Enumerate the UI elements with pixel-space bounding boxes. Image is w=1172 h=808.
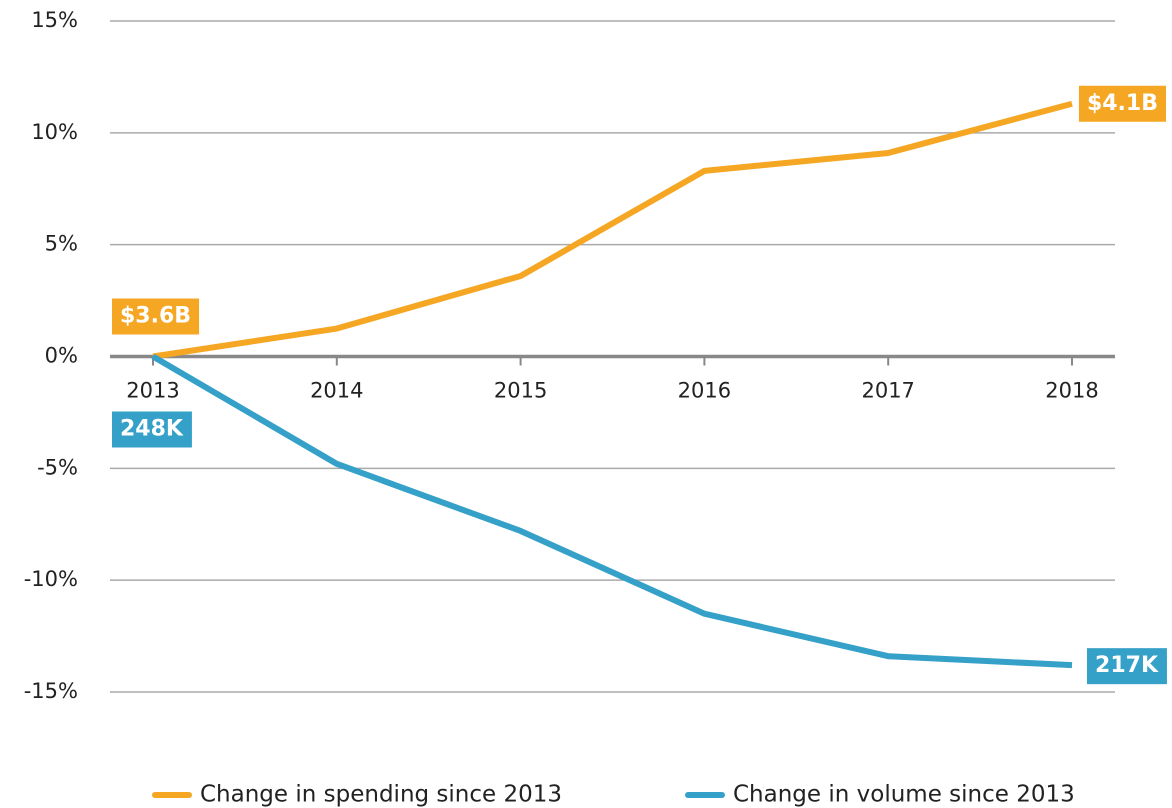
value-label-box	[112, 298, 200, 335]
value-label: $4.1B	[1078, 85, 1166, 122]
legend-label: Change in spending since 2013	[200, 782, 562, 808]
y-tick-label: 10%	[31, 120, 78, 144]
line	[152, 100, 1073, 360]
value-label-box	[1087, 648, 1167, 685]
line	[151, 353, 1073, 669]
y-tick-label: 15%	[31, 8, 78, 32]
value-label: 248K	[112, 411, 192, 448]
value-label-text: 248K	[120, 417, 184, 442]
value-label-text: 217K	[1095, 653, 1159, 678]
value-label: 217K	[1087, 648, 1167, 685]
y-tick-label: 0%	[45, 344, 78, 368]
x-tick-label: 2017	[861, 379, 914, 403]
value-label-text: $3.6B	[120, 304, 191, 329]
value-label: $3.6B	[112, 298, 200, 335]
x-tick-label: 2013	[126, 379, 179, 403]
value-label-box	[1078, 85, 1166, 122]
x-tick-label: 2014	[310, 379, 363, 403]
value-label-box	[112, 411, 192, 448]
value-label-text: $4.1B	[1087, 91, 1158, 116]
legend-label: Change in volume since 2013	[733, 782, 1075, 808]
y-tick-label: -10%	[24, 567, 78, 591]
x-tick-label: 2018	[1045, 379, 1098, 403]
y-tick-label: 5%	[45, 232, 78, 256]
y-tick-label: -15%	[24, 679, 78, 703]
x-tick-label: 2016	[678, 379, 731, 403]
y-tick-label: -5%	[37, 455, 78, 479]
x-tick-label: 2015	[494, 379, 547, 403]
